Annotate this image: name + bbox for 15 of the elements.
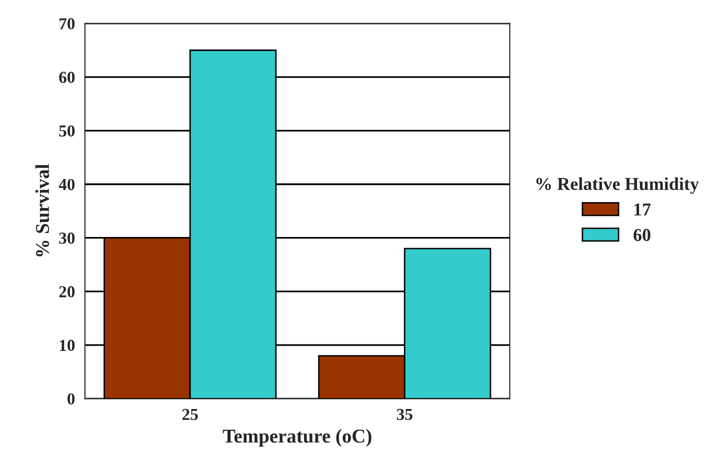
y-tick-label: 60: [59, 72, 75, 83]
y-tick-label: 50: [59, 125, 75, 137]
y-axis-title: % Survival: [35, 164, 50, 256]
y-tick-label: 0: [68, 393, 75, 405]
y-tick-label: 30: [59, 232, 75, 244]
y-tick-label: 40: [58, 178, 75, 190]
legend-label: 60: [634, 228, 650, 242]
x-tick-label: 25: [182, 408, 198, 420]
y-tick-label: 70: [60, 18, 75, 30]
y-tick-label: 10: [60, 340, 75, 351]
x-tick-label: 35: [396, 408, 412, 420]
x-axis-title: Temperature (oC): [222, 429, 372, 447]
legend-label: 17: [634, 204, 651, 216]
legend-title: % Relative Humidity: [536, 177, 699, 194]
y-tick-label: 20: [59, 286, 75, 298]
